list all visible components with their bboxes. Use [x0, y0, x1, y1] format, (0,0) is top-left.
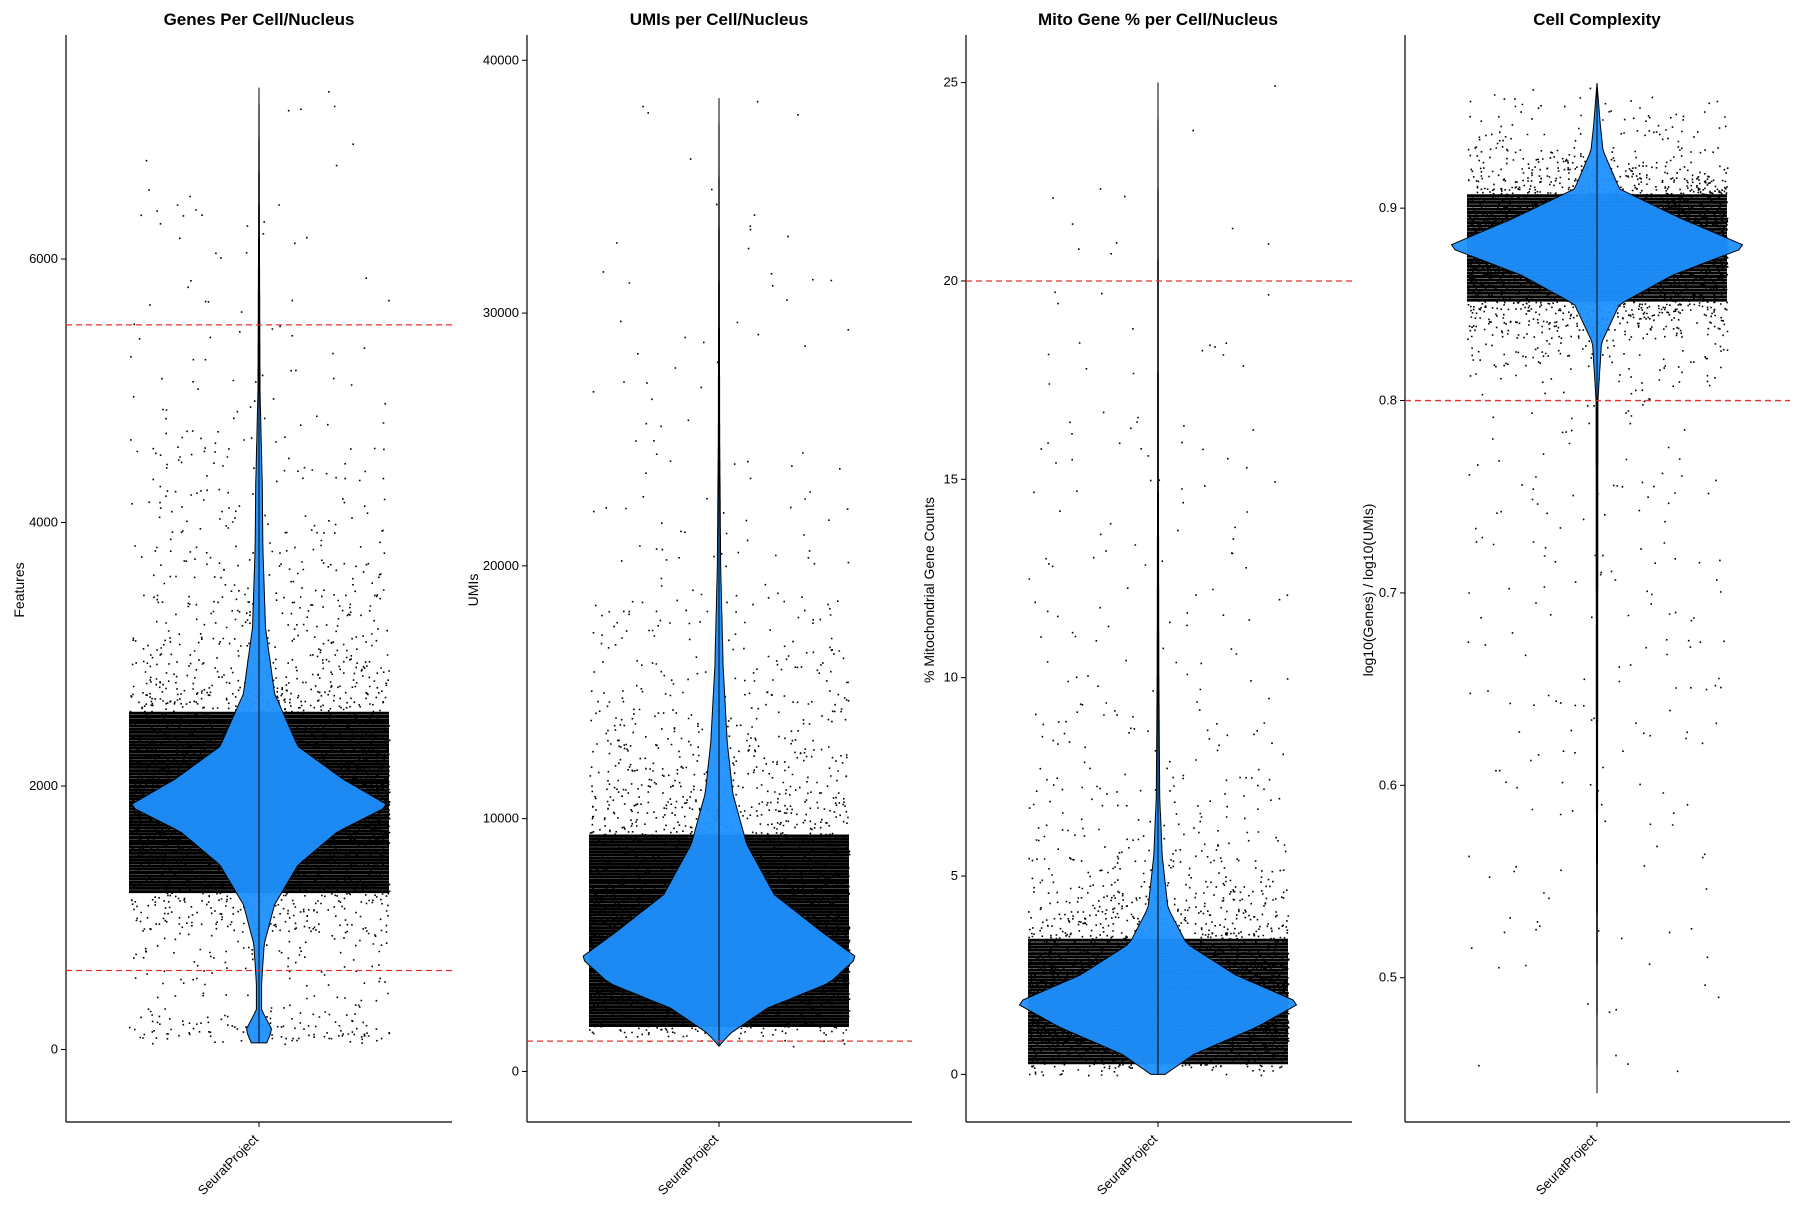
y-tick-label: 0.8 [1379, 393, 1397, 408]
y-tick-label: 10 [944, 670, 958, 685]
x-category-label: SeuratProject [1094, 1131, 1161, 1198]
y-tick-label: 0 [951, 1066, 958, 1081]
panel-mito: Mito Gene % per Cell/Nucleus % Mitochond… [921, 10, 1352, 1198]
y-tick-label: 0.7 [1379, 585, 1397, 600]
y-tick-label: 40000 [483, 52, 519, 67]
y-tick-label: 0.5 [1379, 970, 1397, 985]
y-tick-label: 0.6 [1379, 777, 1397, 792]
y-tick-label: 10000 [483, 811, 519, 826]
y-axis-label: % Mitochondrial Gene Counts [921, 497, 937, 683]
y-tick-label: 0.9 [1379, 200, 1397, 215]
panel-complexity: Cell Complexity log10(Genes) / log10(UMI… [1360, 10, 1790, 1198]
panel-genes: Genes Per Cell/Nucleus Features 0 2000 400… [11, 10, 452, 1198]
y-axis-label: log10(Genes) / log10(UMIs) [1360, 504, 1376, 677]
y-tick-labels: 0 5 10 15 20 25 [944, 75, 966, 1081]
y-tick-label: 0 [51, 1042, 58, 1057]
y-tick-label: 2000 [29, 778, 58, 793]
panel-title: UMIs per Cell/Nucleus [630, 10, 809, 29]
y-tick-label: 20 [944, 273, 958, 288]
panel-title: Genes Per Cell/Nucleus [164, 10, 355, 29]
y-tick-labels: 0.5 0.6 0.7 0.8 0.9 [1379, 200, 1405, 985]
y-tick-label: 20000 [483, 558, 519, 573]
panel-title: Mito Gene % per Cell/Nucleus [1038, 10, 1278, 29]
y-tick-label: 15 [944, 471, 958, 486]
panel-title: Cell Complexity [1533, 10, 1661, 29]
y-tick-label: 6000 [29, 251, 58, 266]
y-axis-label: UMIs [465, 574, 481, 607]
y-tick-labels: 0 10000 20000 30000 40000 [483, 52, 527, 1078]
y-tick-label: 30000 [483, 305, 519, 320]
panel-umis: UMIs per Cell/Nucleus UMIs 0 10000 20000 30… [465, 10, 912, 1198]
y-tick-label: 0 [512, 1063, 519, 1078]
y-tick-labels: 0 2000 4000 6000 [29, 251, 66, 1057]
x-category-label: SeuratProject [195, 1131, 262, 1198]
x-category-label: SeuratProject [655, 1131, 722, 1198]
y-tick-label: 25 [944, 75, 958, 90]
y-axis-label: Features [11, 562, 27, 617]
x-category-label: SeuratProject [1533, 1131, 1600, 1198]
y-tick-label: 4000 [29, 515, 58, 530]
y-tick-label: 5 [951, 868, 958, 883]
threshold-lines [66, 324, 452, 972]
